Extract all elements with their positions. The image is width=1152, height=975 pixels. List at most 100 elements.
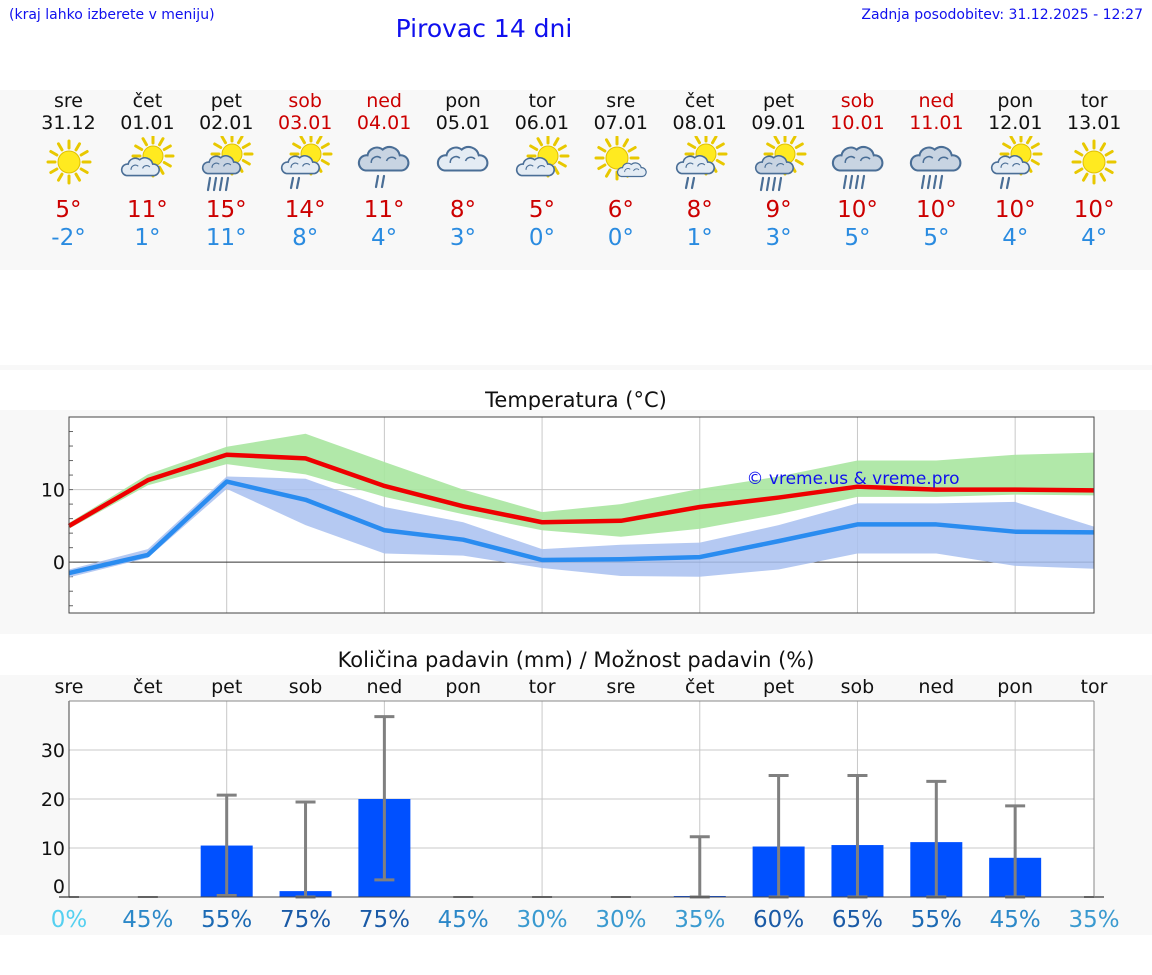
day-name: tor bbox=[528, 90, 556, 112]
day-category-label: pet bbox=[211, 676, 242, 698]
day-name: ned bbox=[918, 90, 955, 112]
max-temperature: 10° bbox=[916, 197, 957, 223]
day-date: 09.01 bbox=[751, 112, 806, 134]
y-tick-label: 30 bbox=[41, 740, 65, 762]
cloud-shape bbox=[357, 145, 410, 172]
min-temperature: 4° bbox=[371, 225, 398, 251]
sun-cloud-rain-icon bbox=[202, 136, 254, 192]
day-date: 03.01 bbox=[277, 112, 333, 134]
precipitation-chart: sre čet pet sob ned pon tor sre čet pet sob ned pon t… bbox=[41, 676, 1120, 933]
temperature-chart: 0 10 © vreme.us & vreme.pro bbox=[41, 416, 1095, 614]
min-temperature: 4° bbox=[1002, 225, 1029, 251]
day-category-label: sob bbox=[841, 676, 875, 698]
y-tick-label: 10 bbox=[41, 838, 65, 860]
max-temperature: 8° bbox=[449, 197, 477, 223]
day-forecast-row: sre 31.12 5° -2° čet 01.01 11° 1° pet 02.01 15° 11°… bbox=[29, 90, 1135, 270]
min-temperature: 5° bbox=[923, 225, 950, 251]
sun-icon bbox=[1071, 139, 1117, 185]
precipitation-probability: 30% bbox=[595, 907, 646, 933]
cloud-shape bbox=[616, 162, 647, 178]
precipitation-probability: 55% bbox=[911, 907, 962, 933]
day-category-label: pon bbox=[445, 676, 481, 698]
sun-small-cloud-icon bbox=[594, 136, 647, 181]
day-category-label: pon bbox=[997, 676, 1033, 698]
cloud-shape bbox=[910, 145, 962, 172]
max-temperature: 8° bbox=[686, 197, 713, 223]
day-forecast: čet 08.01 8° 1° bbox=[660, 90, 739, 252]
precipitation-chart-title: Količina padavin (mm) / Možnost padavin … bbox=[337, 648, 815, 672]
cloud-shape bbox=[436, 145, 489, 172]
max-temperature-range-band bbox=[69, 433, 1094, 537]
day-name: pon bbox=[997, 90, 1034, 112]
cloudy-icon bbox=[436, 145, 489, 172]
min-temperature: 5° bbox=[844, 225, 871, 251]
cloud-shape bbox=[675, 155, 715, 175]
precipitation-probability: 75% bbox=[359, 907, 410, 933]
cloud-shape bbox=[754, 155, 794, 175]
sun-cloud-rain-icon bbox=[754, 136, 807, 192]
day-name: čet bbox=[684, 90, 715, 112]
cloud-shape bbox=[515, 157, 555, 177]
min-temperature: 8° bbox=[292, 225, 319, 251]
min-temperature: -2° bbox=[51, 225, 86, 251]
min-temperature: 4° bbox=[1081, 225, 1108, 251]
min-temperature: 11° bbox=[205, 225, 247, 251]
sun-shape bbox=[46, 139, 91, 185]
sun-cloud-icon bbox=[121, 136, 175, 178]
last-update: Zadnja posodobitev: 31.12.2025 - 12:27 bbox=[861, 7, 1143, 23]
min-temperature: 0° bbox=[607, 225, 634, 251]
temperature-chart-title: Temperatura (°C) bbox=[485, 388, 667, 412]
day-category-label: sre bbox=[606, 676, 635, 698]
day-name: pon bbox=[445, 90, 481, 112]
day-forecast: pet 09.01 9° 3° bbox=[739, 90, 818, 252]
precipitation-probability: 30% bbox=[517, 907, 568, 933]
day-forecast: tor 06.01 5° 0° bbox=[502, 90, 581, 252]
max-temperature: 10° bbox=[837, 197, 878, 223]
max-temperature: 15° bbox=[205, 197, 247, 223]
rain-shape bbox=[842, 174, 865, 190]
day-forecast: tor 13.01 10° 4° bbox=[1055, 90, 1134, 252]
location-hint-link[interactable]: (kraj lahko izberete v meniju) bbox=[9, 7, 215, 23]
max-temperature: 11° bbox=[127, 197, 168, 223]
rain-shape bbox=[921, 174, 944, 190]
day-forecast: sob 03.01 14° 8° bbox=[266, 90, 345, 252]
rain-shape bbox=[290, 176, 301, 190]
sun-icon bbox=[46, 139, 91, 185]
day-date: 05.01 bbox=[435, 112, 491, 134]
divider-band bbox=[0, 365, 1152, 370]
sun-cloud-drizzle-icon bbox=[281, 136, 333, 190]
rain-shape bbox=[1000, 176, 1011, 190]
day-forecast: pet 02.01 15° 11° bbox=[187, 90, 266, 252]
max-temperature: 11° bbox=[363, 197, 405, 223]
day-name: sob bbox=[288, 90, 322, 112]
day-date: 08.01 bbox=[672, 112, 727, 134]
y-tick-label: 10 bbox=[41, 480, 65, 502]
day-date: 11.01 bbox=[909, 112, 964, 134]
cloud-shape bbox=[202, 155, 242, 175]
day-date: 31.12 bbox=[41, 112, 96, 134]
day-category-label: tor bbox=[1081, 676, 1108, 698]
rain-shape bbox=[374, 174, 386, 189]
day-category-label: tor bbox=[529, 676, 556, 698]
day-category-label: sob bbox=[289, 676, 323, 698]
day-forecast: ned 04.01 11° 4° bbox=[345, 90, 424, 252]
min-temperature-line bbox=[68, 479, 1095, 576]
day-date: 12.01 bbox=[988, 112, 1043, 134]
day-name: pet bbox=[762, 90, 795, 112]
precipitation-probability: 45% bbox=[990, 907, 1041, 933]
min-temperature: 1° bbox=[686, 225, 713, 251]
cloud-shape bbox=[121, 157, 161, 177]
cloud-rain-icon bbox=[831, 145, 883, 190]
day-date: 04.01 bbox=[356, 112, 412, 134]
y-tick-label: 0 bbox=[53, 876, 65, 898]
min-temperature: 1° bbox=[134, 225, 161, 251]
day-date: 02.01 bbox=[199, 112, 254, 134]
precipitation-probability: 45% bbox=[438, 907, 489, 933]
precipitation-probability: 35% bbox=[1068, 907, 1119, 933]
min-temperature: 3° bbox=[449, 225, 477, 251]
day-name: tor bbox=[1080, 90, 1108, 112]
max-temperature: 5° bbox=[55, 197, 82, 223]
watermark: © vreme.us & vreme.pro bbox=[746, 469, 959, 489]
day-forecast: pon 05.01 8° 3° bbox=[424, 90, 503, 252]
max-temperature: 10° bbox=[994, 197, 1036, 223]
